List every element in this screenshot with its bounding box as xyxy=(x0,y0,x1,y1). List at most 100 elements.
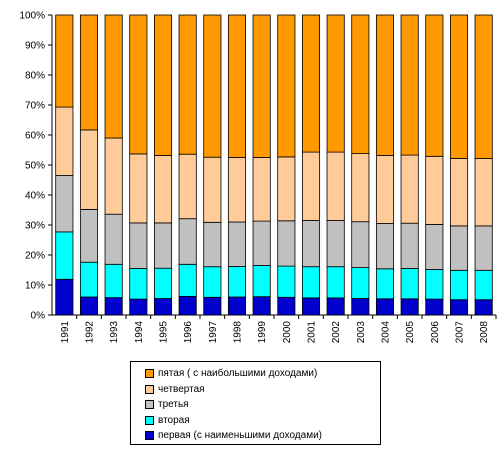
bar-segment xyxy=(178,218,197,265)
bar-segment xyxy=(129,268,148,300)
bar-segment xyxy=(104,297,123,316)
legend-swatch xyxy=(145,384,154,394)
bar-segment xyxy=(178,263,197,297)
y-tick-label: 50% xyxy=(25,161,45,172)
bar-segment xyxy=(55,14,74,108)
bar-segment xyxy=(79,129,99,210)
bar-segment xyxy=(449,299,469,316)
y-tick-label: 70% xyxy=(25,101,45,112)
bar-segment xyxy=(55,231,74,280)
bar-segment xyxy=(227,221,247,267)
bar-segment xyxy=(474,269,493,301)
bar-segment xyxy=(301,297,321,316)
bar-segment xyxy=(178,295,197,316)
bar-segment xyxy=(375,14,395,156)
y-tick-label: 60% xyxy=(25,131,45,142)
bar-segment xyxy=(227,265,247,298)
x-tick-label: 1994 xyxy=(134,321,145,344)
bar-segment xyxy=(227,14,247,158)
bar-segment xyxy=(449,225,469,271)
bar-segment xyxy=(203,14,222,158)
bar-segment xyxy=(326,14,345,153)
bar-segment xyxy=(79,208,99,263)
bar-segment xyxy=(277,14,296,158)
bar-segment xyxy=(277,156,296,222)
legend-swatch xyxy=(145,415,154,425)
bar-segment xyxy=(277,296,296,316)
bar-segment xyxy=(252,265,271,298)
bar-segment xyxy=(178,14,197,155)
bar-segment xyxy=(153,154,173,224)
x-tick-label: 2001 xyxy=(307,321,318,344)
legend-item: пятая ( с наибольшими доходами) xyxy=(145,366,380,382)
chart-legend: пятая ( с наибольшими доходами) четвертая… xyxy=(130,361,381,445)
bar-segment xyxy=(277,265,296,298)
bar-segment xyxy=(129,222,148,269)
bar-segment xyxy=(400,268,419,300)
bar-segment xyxy=(104,137,123,215)
bar-segment xyxy=(449,269,469,301)
x-tick-label: 1992 xyxy=(85,321,96,344)
x-tick-label: 1999 xyxy=(257,321,268,344)
legend-item: вторая xyxy=(145,413,380,429)
legend-item: первая (с наименьшими доходами) xyxy=(145,428,380,444)
y-tick-label: 90% xyxy=(25,41,45,52)
bar-segment xyxy=(400,298,419,316)
legend-item: четвертая xyxy=(145,382,380,398)
bar-segment xyxy=(203,296,222,316)
bar-segment xyxy=(153,14,173,156)
bar-segment xyxy=(104,213,123,265)
bar-segment xyxy=(203,221,222,268)
legend-swatch xyxy=(145,369,154,379)
bar-segment xyxy=(203,156,222,223)
bar-segment xyxy=(153,222,173,269)
x-tick-label: 2002 xyxy=(331,321,342,344)
x-tick-label: 1991 xyxy=(60,321,71,344)
x-tick-label: 1996 xyxy=(183,321,194,344)
y-tick-label: 80% xyxy=(25,71,45,82)
bar-segment xyxy=(449,14,469,159)
bar-segment xyxy=(129,153,148,224)
legend-item: третья xyxy=(145,397,380,413)
bar-segment xyxy=(326,266,345,299)
bar-segment xyxy=(400,14,419,156)
x-tick-label: 1993 xyxy=(109,321,120,344)
bar-segment xyxy=(474,157,493,227)
bar-segment xyxy=(375,298,395,316)
bar-segment xyxy=(104,14,123,139)
bar-segment xyxy=(425,155,444,225)
bar-segment xyxy=(400,222,419,269)
x-tick-label: 1998 xyxy=(233,321,244,344)
bar-segment xyxy=(326,220,345,268)
x-tick-label: 2006 xyxy=(430,321,441,344)
bar-segment xyxy=(153,298,173,316)
bar-segment xyxy=(203,266,222,298)
bar-segment xyxy=(425,14,444,157)
stacked-bar-chart: 0% 10% 20% 30% 40% 50% 60% 70% 80% 90% 100% 1991 199… xyxy=(19,11,497,344)
bar-segment xyxy=(55,106,74,176)
bar-segment xyxy=(252,220,271,266)
x-tick-label: 2004 xyxy=(381,321,392,344)
bar-segment xyxy=(129,298,148,316)
legend-label: первая (с наименьшими доходами) xyxy=(158,430,322,442)
x-tick-label: 2005 xyxy=(405,321,416,344)
bar-segment xyxy=(351,153,370,223)
bar-segment xyxy=(104,263,123,298)
bar-segment xyxy=(55,278,74,316)
bar-segment xyxy=(474,225,493,271)
bar-segment xyxy=(227,296,247,316)
y-tick-label: 0% xyxy=(31,311,46,322)
bar-segment xyxy=(252,157,271,222)
bar-segment xyxy=(474,299,493,316)
y-tick-label: 20% xyxy=(25,251,45,262)
bar-segment xyxy=(351,14,370,155)
bar-segment xyxy=(79,14,99,131)
x-tick-label: 2003 xyxy=(356,321,367,344)
legend-swatch xyxy=(145,400,154,410)
bar-segment xyxy=(351,221,370,268)
x-tick-label: 2000 xyxy=(282,321,293,344)
legend-label: пятая ( с наибольшими доходами) xyxy=(158,368,318,380)
legend-swatch xyxy=(145,431,154,441)
bar-segment xyxy=(375,154,395,224)
bar-segment xyxy=(227,157,247,223)
